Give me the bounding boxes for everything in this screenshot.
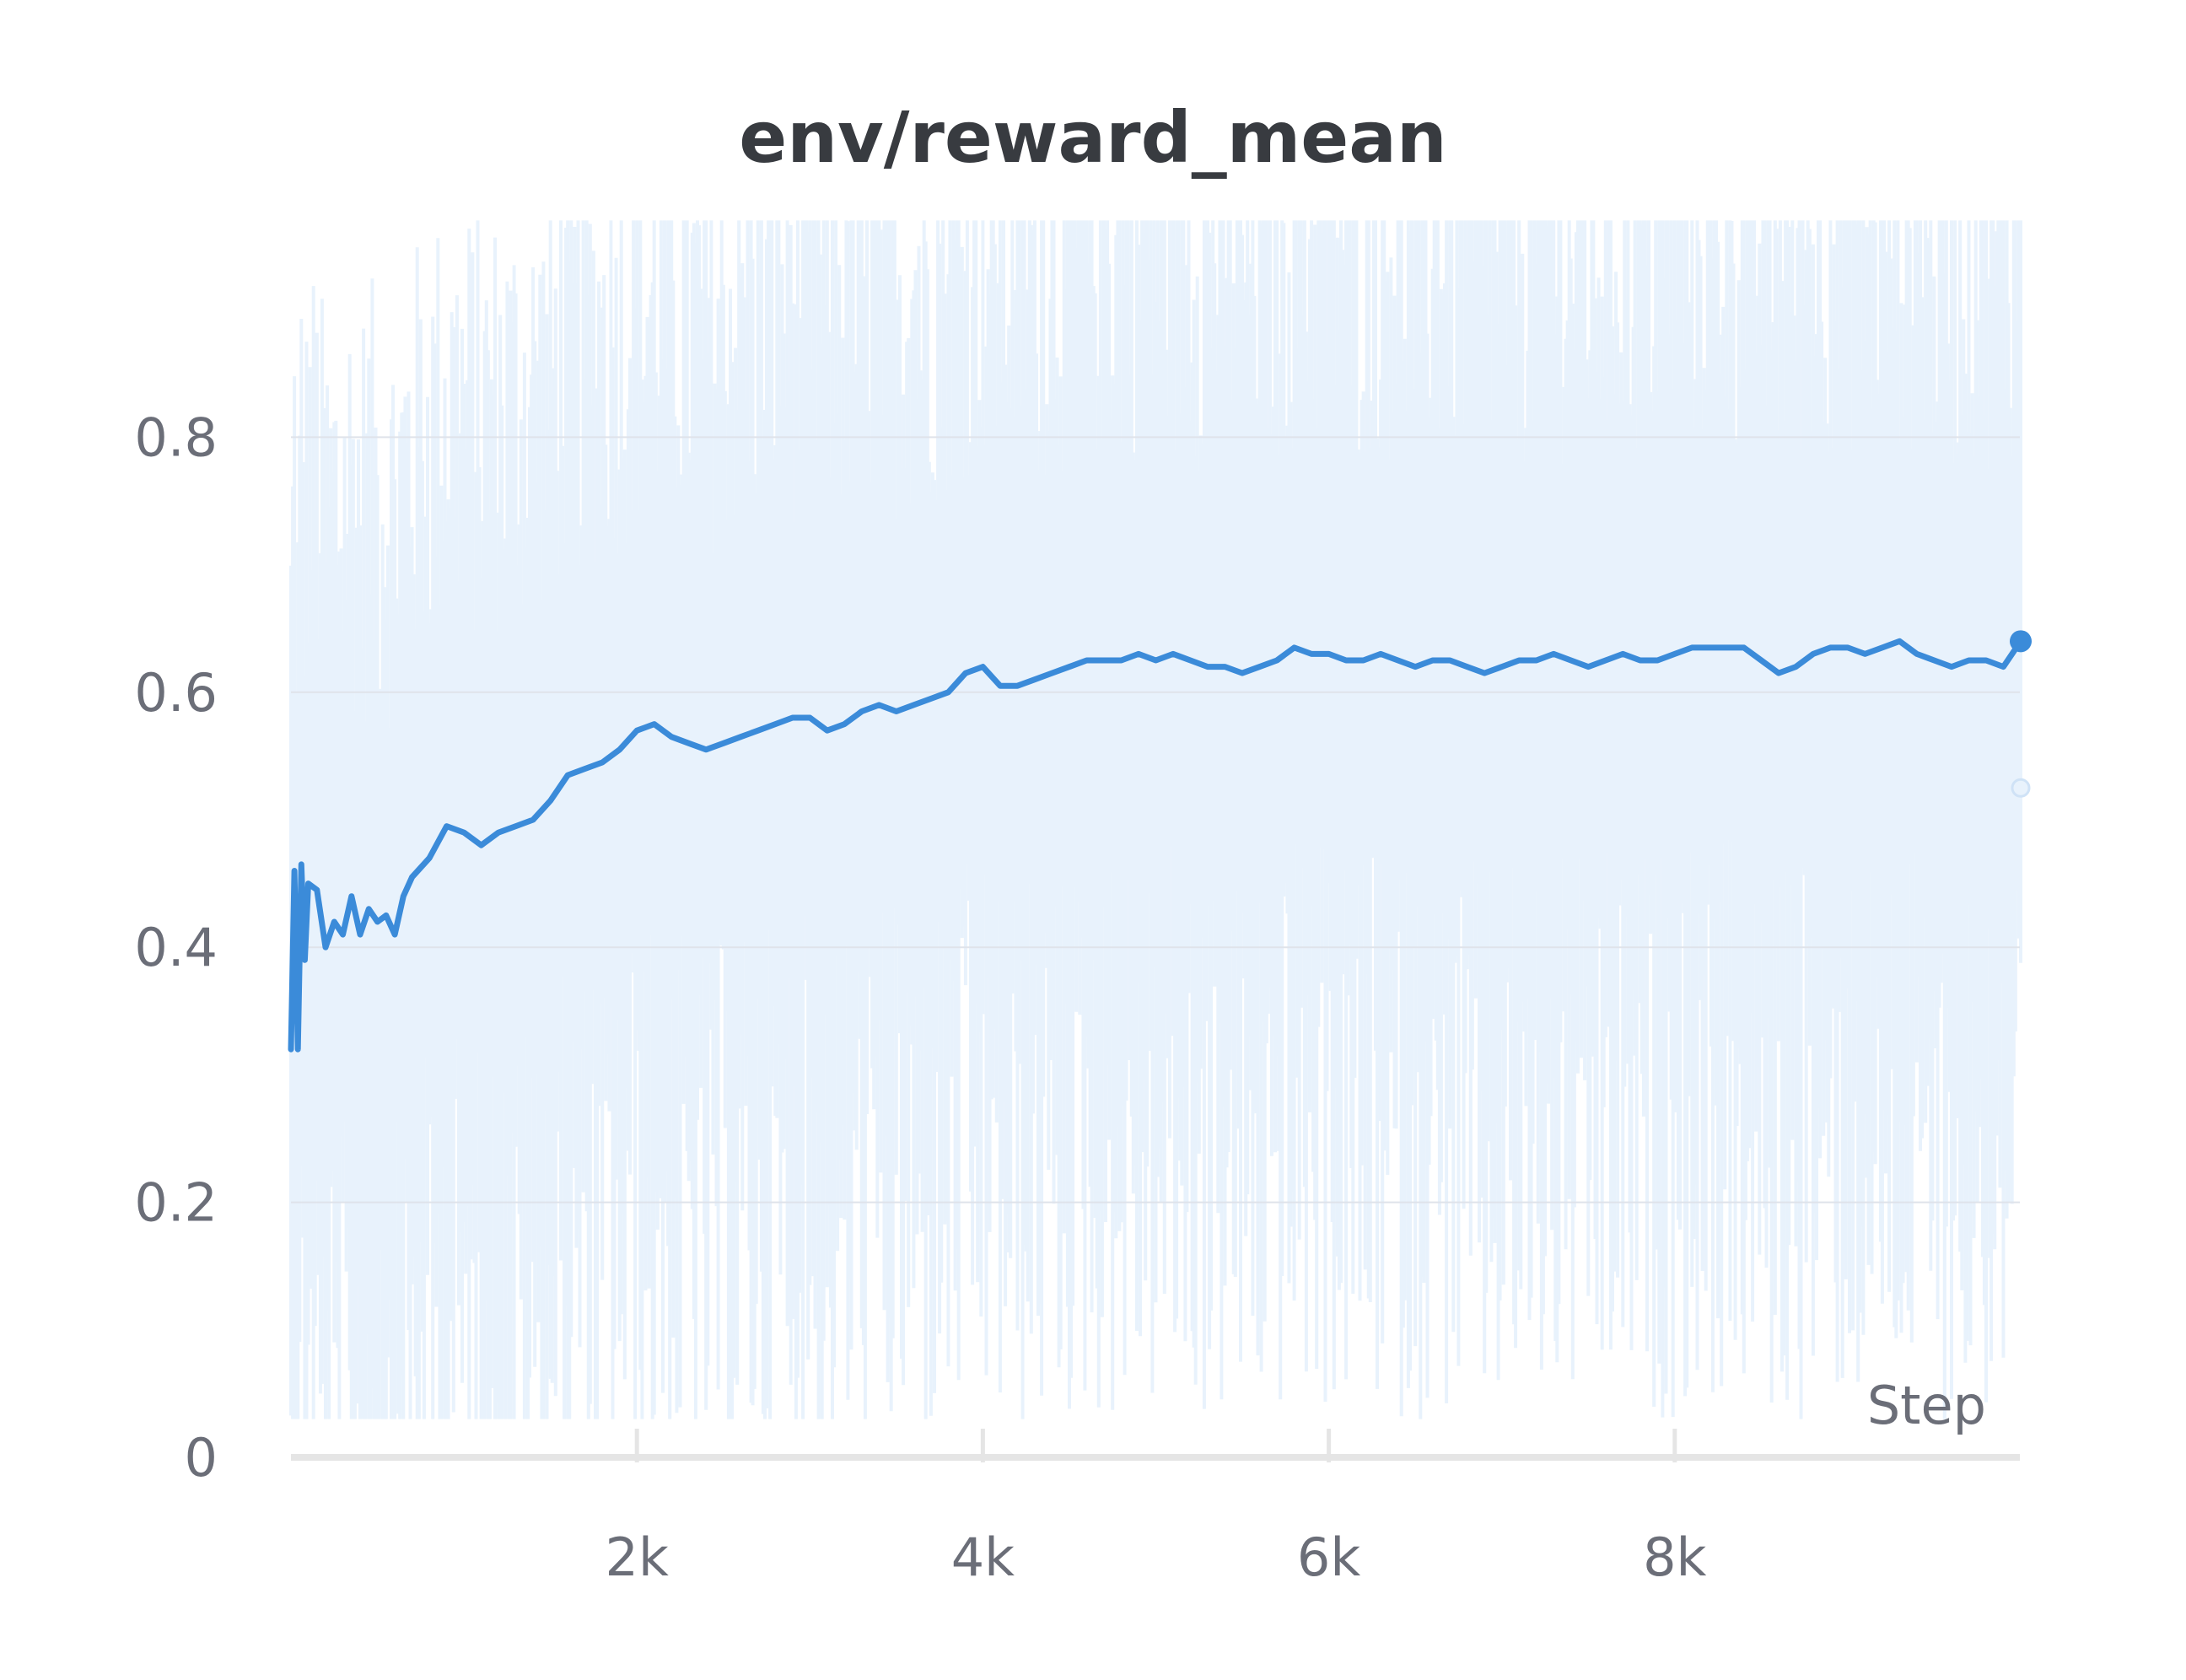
y-tick-label: 0.6 (134, 662, 218, 724)
smoothed-series-line (288, 638, 2024, 1053)
raw-series (289, 220, 2022, 1419)
y-tick-label: 0 (185, 1427, 218, 1489)
y-tick-label: 0.8 (134, 407, 218, 468)
x-tick-label: 4k (951, 1527, 1015, 1588)
raw-end-marker (2011, 778, 2031, 798)
raw-series-path (289, 220, 2022, 1419)
smoothed-end-marker (2010, 630, 2032, 653)
x-tick-label: 2k (606, 1527, 669, 1588)
gridlines (291, 436, 2020, 1203)
end-markers (2010, 630, 2032, 798)
y-tick-label: 0.4 (134, 917, 218, 978)
y-tick-label: 0.2 (134, 1172, 218, 1234)
y-axis: 0 0.2 0.4 0.6 0.8 (134, 407, 218, 1489)
chart-title: env/reward_mean (739, 96, 1446, 179)
x-axis: 2k 4k 6k 8k (291, 1429, 2020, 1588)
x-tick-label: 6k (1297, 1527, 1360, 1588)
x-axis-label: Step (1867, 1375, 1986, 1436)
x-tick-label: 8k (1643, 1527, 1706, 1588)
